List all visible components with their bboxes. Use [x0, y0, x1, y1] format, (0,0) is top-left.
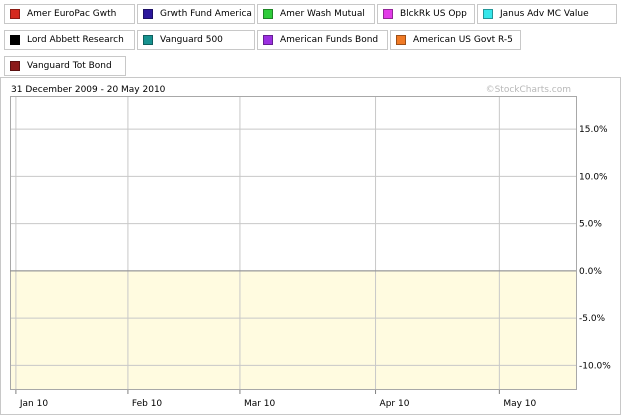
legend-item-amer-europac-gwth[interactable]: Amer EuroPac Gwth	[4, 4, 135, 24]
legend-swatch	[143, 35, 153, 45]
legend-label: Janus Adv MC Value	[500, 9, 589, 19]
legend-label: BlckRk US Opp	[400, 9, 467, 19]
date-range-label: 31 December 2009 - 20 May 2010	[11, 85, 166, 95]
y-tick-label: 15.0%	[579, 125, 608, 135]
legend-label: American US Govt R-5	[413, 35, 513, 45]
legend-label: Amer Wash Mutual	[280, 9, 365, 19]
legend-item-lord-abbett-research[interactable]: Lord Abbett Research	[4, 30, 135, 50]
legend-swatch	[483, 9, 493, 19]
y-tick-label: 5.0%	[579, 220, 602, 230]
plot-border	[10, 96, 577, 390]
legend-item-amer-wash-mutual[interactable]: Amer Wash Mutual	[257, 4, 375, 24]
legend-label: Vanguard Tot Bond	[27, 61, 112, 71]
legend-item-vanguard-500[interactable]: Vanguard 500	[137, 30, 255, 50]
y-tick-label: -5.0%	[579, 314, 606, 324]
legend-swatch	[263, 35, 273, 45]
legend-swatch	[10, 61, 20, 71]
x-tick-label: Feb 10	[132, 399, 163, 409]
legend-label: Vanguard 500	[160, 35, 223, 45]
y-tick-label: -10.0%	[579, 361, 611, 371]
legend-swatch	[143, 9, 153, 19]
legend-swatch	[10, 9, 20, 19]
legend-swatch	[396, 35, 406, 45]
plot-bg-positive	[10, 96, 576, 271]
y-tick-label: 0.0%	[579, 267, 602, 277]
legend-swatch	[383, 9, 393, 19]
legend-label: Amer EuroPac Gwth	[27, 9, 117, 19]
x-tick-label: Apr 10	[380, 399, 410, 409]
legend-item-grwth-fund-america[interactable]: Grwth Fund America	[137, 4, 255, 24]
x-tick-label: Jan 10	[19, 399, 48, 409]
y-tick-label: 10.0%	[579, 172, 608, 182]
plot-bg-negative	[10, 270, 576, 389]
legend-swatch	[10, 35, 20, 45]
x-tick-label: May 10	[503, 399, 536, 409]
watermark: ©StockCharts.com	[485, 85, 571, 95]
legend-item-blckrk-us-opp[interactable]: BlckRk US Opp	[377, 4, 475, 24]
legend-swatch	[263, 9, 273, 19]
legend-item-janus-adv-mc-value[interactable]: Janus Adv MC Value	[477, 4, 617, 24]
legend-label: Lord Abbett Research	[27, 35, 124, 45]
legend-label: Grwth Fund America	[160, 9, 252, 19]
legend-item-american-funds-bond[interactable]: American Funds Bond	[257, 30, 388, 50]
legend: Amer EuroPac Gwth Grwth Fund America Ame…	[4, 4, 617, 76]
x-tick-label: Mar 10	[244, 399, 276, 409]
legend-item-vanguard-tot-bond[interactable]: Vanguard Tot Bond	[4, 56, 126, 76]
legend-item-american-us-govt-r5[interactable]: American US Govt R-5	[390, 30, 521, 50]
legend-label: American Funds Bond	[280, 35, 379, 45]
